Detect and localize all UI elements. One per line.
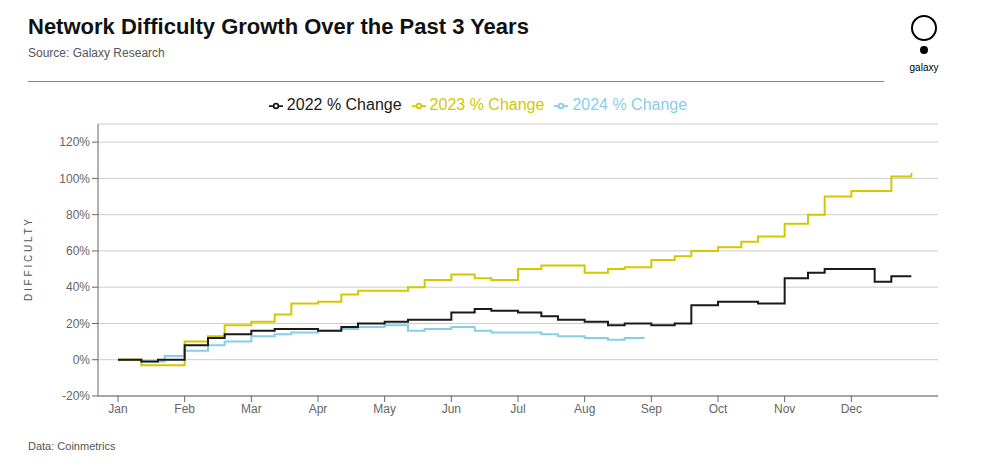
html-text:Network Difficulty Growth Over: Network Difficulty Growth Over the Past … xyxy=(28,14,529,39)
svg-text:80%: 80% xyxy=(66,208,90,222)
svg-text:Jul: Jul xyxy=(510,402,525,416)
html-text:galaxy: galaxy xyxy=(909,62,939,73)
svg-text:100%: 100% xyxy=(59,172,90,186)
svg-text:Nov: Nov xyxy=(774,402,795,416)
html-text:Data: Coinmetrics: Data: Coinmetrics xyxy=(28,440,116,452)
svg-text:0%: 0% xyxy=(73,353,91,367)
svg-text:Aug: Aug xyxy=(574,402,595,416)
svg-text:D I F F I C U L T Y: D I F F I C U L T Y xyxy=(23,219,34,301)
svg-text:Oct: Oct xyxy=(709,402,728,416)
svg-text:Mar: Mar xyxy=(241,402,262,416)
svg-text:Apr: Apr xyxy=(309,402,328,416)
svg-text:20%: 20% xyxy=(66,317,90,331)
html-text:Source: Galaxy Research: Source: Galaxy Research xyxy=(28,46,165,60)
svg-text:Sep: Sep xyxy=(641,402,663,416)
html-text:2022 % Change: 2022 % Change xyxy=(286,96,402,113)
svg-text:Jan: Jan xyxy=(108,402,127,416)
svg-text:-20%: -20% xyxy=(62,389,90,403)
svg-text:Jun: Jun xyxy=(442,402,461,416)
svg-text:Dec: Dec xyxy=(841,402,862,416)
svg-text:40%: 40% xyxy=(66,280,90,294)
svg-text:Feb: Feb xyxy=(174,402,195,416)
svg-text:60%: 60% xyxy=(66,244,90,258)
svg-text:May: May xyxy=(373,402,396,416)
svg-text:120%: 120% xyxy=(59,135,90,149)
html-text:2024 % Change: 2024 % Change xyxy=(572,96,688,113)
html-text:2023 % Change: 2023 % Change xyxy=(429,96,545,113)
